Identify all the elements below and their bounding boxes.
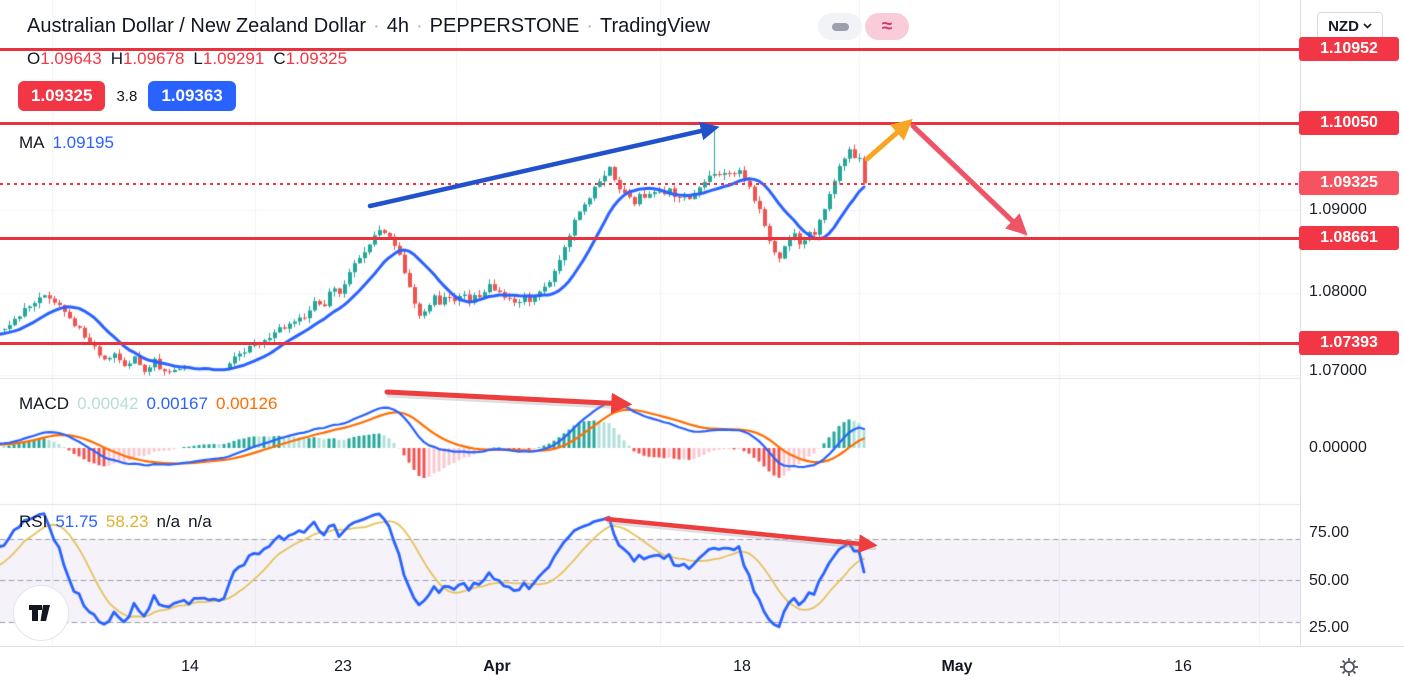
dash-icon bbox=[831, 22, 849, 31]
bid-ask-row: 1.09325 3.8 1.09363 bbox=[18, 81, 236, 111]
axis-label-1.07000: 1.07000 bbox=[1309, 362, 1367, 379]
level-line-1.08661[interactable] bbox=[0, 237, 1300, 240]
title-separator: · bbox=[415, 15, 423, 37]
time-axis-label-23: 23 bbox=[334, 658, 352, 675]
time-axis-label-May: May bbox=[941, 658, 973, 675]
low-label: L bbox=[193, 49, 203, 68]
approx-pill-button[interactable]: ≈ bbox=[865, 13, 909, 40]
tradingview-logo[interactable] bbox=[13, 585, 69, 641]
rsi-legend[interactable]: RSI 51.75 58.23 n/a n/a bbox=[19, 512, 212, 532]
level-line-1.10952[interactable] bbox=[0, 48, 1300, 51]
macd-label: MACD bbox=[19, 394, 70, 413]
time-axis-label-14: 14 bbox=[181, 658, 199, 675]
time-axis[interactable]: 14 23 Apr 18 May 16 bbox=[0, 646, 1404, 688]
axis-label-1.09000: 1.09000 bbox=[1309, 201, 1367, 218]
level-price-badge-1.07393: 1.07393 bbox=[1299, 331, 1399, 355]
high-value: 1.09678 bbox=[122, 49, 185, 68]
time-axis-label-18: 18 bbox=[733, 658, 751, 675]
close-label: C bbox=[273, 49, 286, 68]
rsi-label: RSI bbox=[19, 512, 48, 531]
close-value: 1.09325 bbox=[285, 49, 348, 68]
low-value: 1.09291 bbox=[202, 49, 265, 68]
bid-price-badge[interactable]: 1.09325 bbox=[18, 81, 106, 111]
level-line-1.1005[interactable] bbox=[0, 122, 1300, 125]
spread-value: 3.8 bbox=[116, 87, 138, 105]
interval-label[interactable]: 4h bbox=[386, 15, 409, 37]
title-separator: · bbox=[586, 15, 593, 37]
macd-signal-value: 0.00126 bbox=[215, 394, 278, 413]
currency-label: NZD bbox=[1328, 17, 1359, 35]
level-price-badge-1.10952: 1.10952 bbox=[1299, 37, 1399, 61]
title-separator: · bbox=[373, 15, 380, 37]
gear-glyph bbox=[1340, 658, 1358, 676]
currency-selector-button[interactable]: NZD bbox=[1317, 12, 1383, 40]
rsi-na-2: n/a bbox=[188, 512, 212, 531]
symbol-name[interactable]: Australian Dollar / New Zealand Dollar bbox=[27, 15, 367, 37]
current-price-dotted-line[interactable] bbox=[0, 183, 1300, 185]
axis-label-25.00: 25.00 bbox=[1309, 619, 1350, 636]
axis-label-50.00: 50.00 bbox=[1309, 572, 1350, 589]
open-value: 1.09643 bbox=[40, 49, 102, 68]
current-price-badge-1.09325: 1.09325 bbox=[1299, 171, 1399, 195]
axis-label-0.00000: 0.00000 bbox=[1309, 439, 1367, 456]
ma-label: MA bbox=[19, 133, 45, 152]
rsi-na-1: n/a bbox=[156, 512, 181, 531]
macd-hist-value: 0.00042 bbox=[77, 394, 139, 413]
settings-gear-icon[interactable] bbox=[1336, 654, 1362, 680]
approx-icon: ≈ bbox=[881, 15, 893, 37]
title-pill-buttons: ≈ bbox=[818, 13, 909, 40]
tradingview-logo-icon bbox=[29, 605, 50, 621]
high-label: H bbox=[110, 49, 123, 68]
exchange-label: PEPPERSTONE bbox=[429, 15, 580, 37]
ma-value: 1.09195 bbox=[52, 133, 114, 152]
time-axis-label-Apr: Apr bbox=[483, 658, 511, 675]
level-price-badge-1.08661: 1.08661 bbox=[1299, 226, 1399, 250]
time-axis-label-16: 16 bbox=[1174, 658, 1192, 675]
level-price-badge-1.10050: 1.10050 bbox=[1299, 111, 1399, 135]
rsi-ma-value: 58.23 bbox=[105, 512, 149, 531]
macd-line-value: 0.00167 bbox=[146, 394, 208, 413]
price-axis[interactable]: NZD 1.10952 1.10050 1.09325 1.08661 1.07393 1… bbox=[1299, 0, 1404, 688]
axis-label-75.00: 75.00 bbox=[1309, 524, 1350, 541]
ohlc-legend[interactable]: O1.09643 H1.09678 L1.09291 C1.09325 bbox=[27, 49, 356, 69]
chart-title: Australian Dollar / New Zealand Dollar · 4… bbox=[27, 13, 710, 40]
rsi-value: 51.75 bbox=[55, 512, 98, 531]
collapse-pill-button[interactable] bbox=[818, 13, 862, 40]
open-label: O bbox=[27, 49, 41, 68]
level-line-1.07393[interactable] bbox=[0, 342, 1300, 345]
chevron-down-icon bbox=[1363, 23, 1372, 29]
axis-label-1.08000: 1.08000 bbox=[1309, 283, 1367, 300]
ma-legend[interactable]: MA 1.09195 bbox=[19, 133, 114, 153]
macd-legend[interactable]: MACD 0.00042 0.00167 0.00126 bbox=[19, 394, 277, 414]
platform-label: TradingView bbox=[600, 15, 711, 37]
ask-price-badge[interactable]: 1.09363 bbox=[148, 81, 236, 111]
